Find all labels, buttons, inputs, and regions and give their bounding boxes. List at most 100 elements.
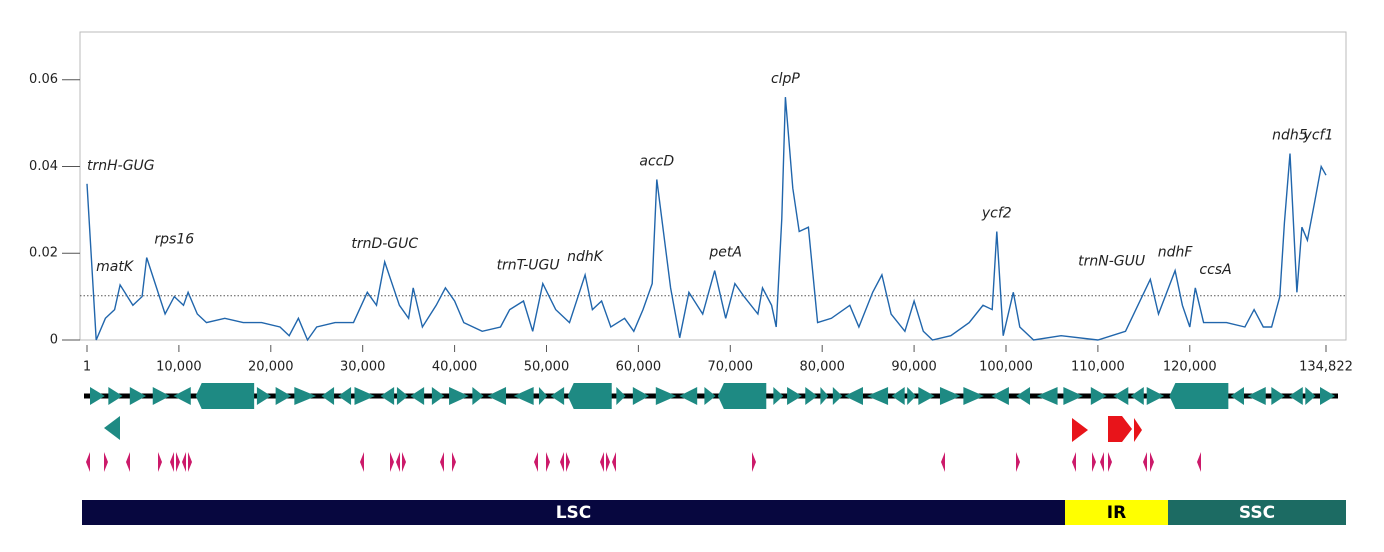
trna: [1197, 452, 1201, 472]
peak-label: clpP: [771, 71, 800, 87]
trna: [1016, 452, 1020, 472]
gene: [1320, 387, 1336, 405]
x-tick-label: 120,000: [1163, 360, 1217, 375]
peak-label: trnT-UGU: [497, 258, 560, 274]
trna: [452, 452, 456, 472]
gene: [1090, 387, 1107, 405]
gene: [1113, 387, 1129, 405]
trna: [1150, 452, 1154, 472]
x-tick-label: 20,000: [248, 360, 294, 375]
gene: [1247, 387, 1266, 405]
gene: [152, 387, 170, 405]
gene: [616, 387, 626, 405]
gene: [939, 387, 961, 405]
gene: [380, 387, 395, 405]
trna: [1100, 452, 1104, 472]
gene: [538, 387, 548, 405]
peak-label: trnH-GUG: [87, 158, 155, 174]
gene: [1130, 387, 1144, 405]
peak-label: petA: [708, 245, 742, 261]
gene: [108, 387, 123, 405]
gene: [1036, 387, 1058, 405]
trna: [402, 452, 406, 472]
gene: [918, 387, 935, 405]
x-tick-label: 50,000: [524, 360, 570, 375]
peak-label: ndh5: [1272, 127, 1308, 143]
trna: [170, 452, 174, 472]
trna: [360, 452, 364, 472]
gene: [1063, 387, 1083, 405]
gene: [487, 387, 507, 405]
gene: [90, 387, 105, 405]
trna: [396, 452, 400, 472]
trna: [188, 452, 192, 472]
peak-label: ycf2: [981, 206, 1012, 222]
gene: [513, 387, 534, 405]
x-tick-label: 90,000: [891, 360, 937, 375]
x-tick-label: 10,000: [156, 360, 202, 375]
region-label: SSC: [1239, 503, 1275, 523]
peak-label: accD: [639, 153, 674, 169]
gene: [1288, 387, 1303, 405]
trna: [612, 452, 616, 472]
trna: [546, 452, 550, 472]
gene: [805, 387, 818, 405]
diversity-line: [86, 97, 1327, 342]
gene: [1016, 387, 1031, 405]
region-band: [1065, 500, 1168, 525]
gene: [321, 387, 335, 405]
trna: [86, 452, 90, 472]
gene: [832, 387, 843, 405]
x-tick-label: 80,000: [799, 360, 845, 375]
gene: [1169, 383, 1229, 409]
trna: [600, 452, 604, 472]
trna: [752, 452, 756, 472]
gene: [431, 387, 445, 405]
trna: [158, 452, 162, 472]
gene: [844, 387, 864, 405]
gene: [679, 387, 698, 405]
region-label: LSC: [556, 503, 592, 523]
ir-gene: [1134, 418, 1142, 442]
x-tick-label: 100,000: [979, 360, 1033, 375]
gene: [294, 387, 317, 405]
peak-label: ccsA: [1199, 262, 1231, 278]
peak-label: ndhF: [1158, 245, 1194, 261]
trna: [176, 452, 180, 472]
trna: [390, 452, 394, 472]
x-tick-label: 60,000: [616, 360, 662, 375]
gene: [1305, 387, 1316, 405]
gene: [773, 387, 784, 405]
x-tick-label: 30,000: [340, 360, 386, 375]
x-tick-label: 110,000: [1071, 360, 1125, 375]
y-tick-label: 0: [50, 333, 58, 348]
gene: [173, 387, 191, 405]
trna: [606, 452, 610, 472]
gene: [991, 387, 1009, 405]
trna: [941, 452, 945, 472]
trna: [1108, 452, 1112, 472]
trna: [560, 452, 564, 472]
gene: [907, 387, 917, 405]
peak-label: ycf1: [1303, 127, 1334, 143]
trna: [126, 452, 130, 472]
x-tick-label: 70,000: [708, 360, 754, 375]
gene: [256, 387, 272, 405]
trna: [566, 452, 570, 472]
gene: [129, 387, 147, 405]
gene: [195, 383, 255, 409]
trna: [534, 452, 538, 472]
gene: [820, 387, 829, 405]
region-band: [82, 500, 1065, 525]
gene: [1271, 387, 1285, 405]
peak-label: ndhK: [567, 249, 605, 265]
peak-label: trnN-GUU: [1078, 253, 1145, 269]
ir-gene: [1072, 418, 1088, 442]
gene: [891, 387, 905, 405]
gene: [1230, 387, 1245, 405]
gene: [632, 387, 650, 405]
y-tick-label: 0.04: [29, 159, 58, 174]
region-band: [1168, 500, 1346, 525]
gene: [275, 387, 292, 405]
